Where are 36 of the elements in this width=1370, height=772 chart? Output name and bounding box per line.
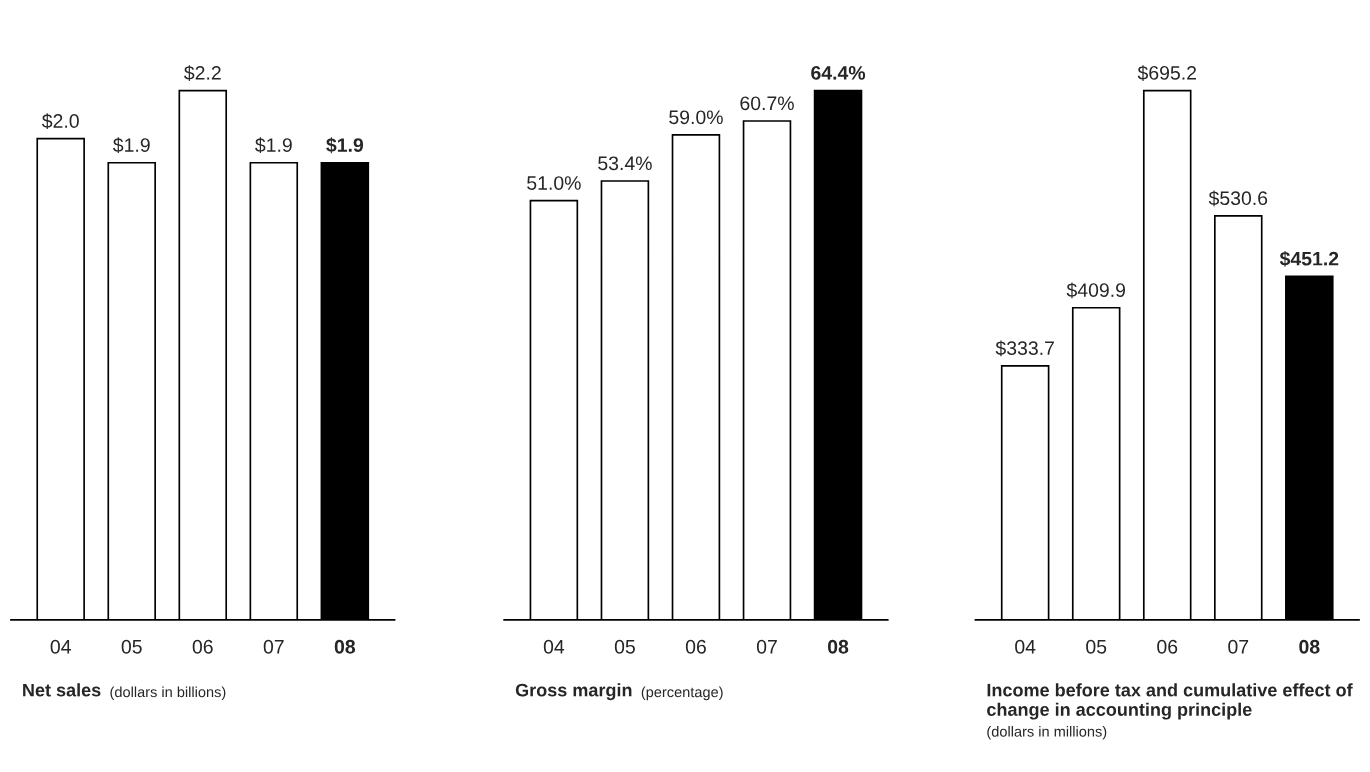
data-label: 51.0%: [527, 176, 581, 190]
data-label: $1.9: [255, 137, 292, 154]
x-tick-label: 08: [827, 639, 849, 654]
x-tick-label: 06: [192, 639, 213, 654]
data-label: $451.2: [1279, 250, 1339, 267]
data-label: $1.9: [326, 137, 364, 154]
x-tick-label: 08: [1299, 639, 1320, 654]
x-tick-label: 07: [756, 639, 777, 654]
data-label: 53.4%: [598, 156, 652, 171]
text: Gross margin: [515, 683, 632, 701]
data-label: $409.9: [1066, 282, 1126, 299]
data-label: 60.7%: [740, 96, 794, 111]
x-tick-label: 07: [1228, 639, 1249, 654]
data-label: 59.0%: [669, 110, 723, 125]
x-tick-label: 05: [614, 639, 635, 654]
x-tick-label: 04: [50, 639, 71, 654]
text: Net sales: [23, 683, 101, 697]
data-label: $695.2: [1137, 65, 1196, 81]
data-label: 64.4%: [811, 65, 866, 80]
x-tick-label: 06: [685, 639, 706, 654]
x-tick-label: 05: [1086, 639, 1107, 654]
text: (dollars in billions): [110, 686, 226, 701]
x-tick-label: 06: [1157, 639, 1178, 654]
data-label: $2.0: [41, 113, 79, 130]
data-label: $1.9: [113, 137, 150, 154]
data-label: $2.2: [184, 65, 221, 81]
x-tick-label: 04: [543, 639, 565, 654]
data-label: $333.7: [995, 340, 1054, 357]
data-label: $530.6: [1208, 190, 1268, 207]
x-tick-label: 08: [334, 639, 356, 654]
text: Income before tax and cumulative effect of change in accounting principle: [987, 683, 1353, 720]
text: (dollars in millions): [987, 726, 1107, 740]
x-tick-label: 05: [121, 639, 142, 654]
text: (percentage): [641, 686, 723, 701]
x-tick-label: 04: [1015, 639, 1036, 654]
x-tick-label: 07: [263, 639, 284, 654]
